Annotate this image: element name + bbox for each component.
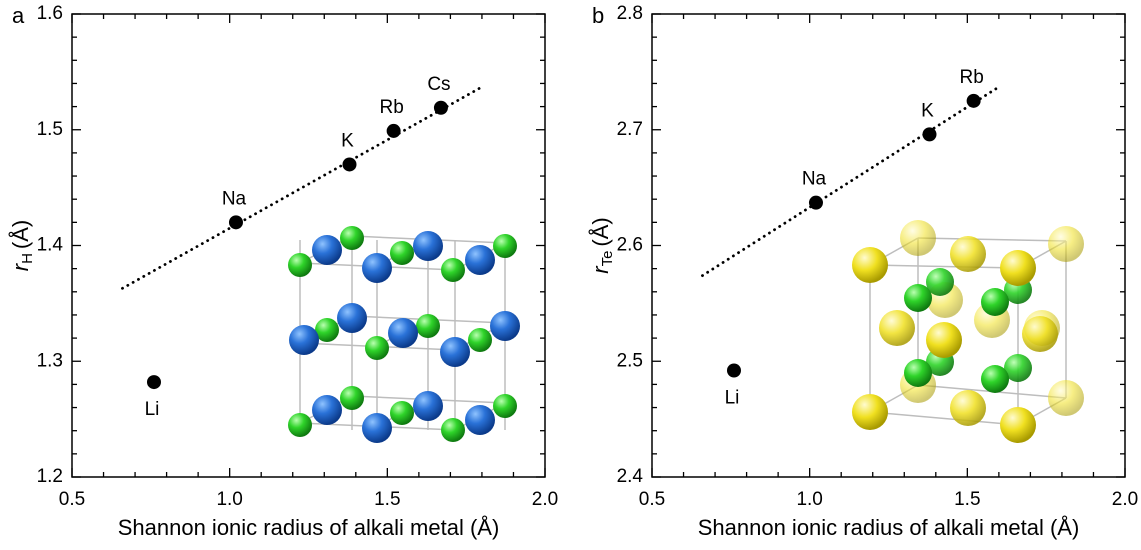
atom: [441, 418, 465, 442]
x-tick-label: 1.0: [796, 489, 822, 510]
atom: [340, 226, 364, 250]
atom: [904, 359, 932, 387]
atom: [288, 253, 312, 277]
atom: [312, 235, 342, 265]
point-label: Rb: [379, 97, 403, 118]
point-label: Rb: [959, 67, 983, 88]
atom: [1048, 226, 1084, 262]
data-point: [342, 157, 356, 171]
atom: [440, 337, 470, 367]
y-tick-label: 2.6: [617, 235, 643, 256]
y-tick-label: 1.3: [37, 350, 63, 371]
atom: [1000, 250, 1036, 286]
x-tick-label: 0.5: [639, 489, 665, 510]
atom: [390, 401, 414, 425]
y-tick-label: 1.4: [37, 235, 64, 256]
atom: [493, 394, 517, 418]
y-axis-title: rTe(Å): [588, 217, 616, 274]
point-label: Na: [222, 188, 247, 209]
data-point: [967, 94, 981, 108]
point-label: Na: [802, 169, 827, 190]
x-tick-label: 1.5: [954, 489, 980, 510]
atom: [981, 365, 1009, 393]
data-point: [727, 364, 741, 378]
atom: [288, 413, 312, 437]
atom: [1048, 380, 1084, 416]
point-label: Li: [725, 388, 740, 409]
atom: [340, 386, 364, 410]
y-tick-label: 1.6: [37, 3, 63, 24]
y-tick-label: 2.7: [617, 119, 643, 140]
point-label: Cs: [427, 74, 450, 95]
atom: [981, 288, 1009, 316]
x-tick-label: 0.5: [59, 489, 85, 510]
atom: [413, 231, 443, 261]
atom: [413, 391, 443, 421]
atom: [493, 234, 517, 258]
point-label: K: [341, 130, 354, 151]
point-label: K: [921, 100, 934, 121]
atom: [337, 303, 367, 333]
atom: [1000, 407, 1036, 443]
y-tick-label: 2.4: [617, 466, 644, 487]
y-tick-label: 2.8: [617, 3, 643, 24]
x-tick-label: 1.5: [374, 489, 400, 510]
atom: [950, 390, 986, 426]
atom: [904, 284, 932, 312]
atom: [362, 413, 392, 443]
crystal-inset: [852, 220, 1084, 443]
y-axis-unit: (Å): [588, 217, 613, 246]
atom: [312, 395, 342, 425]
atom: [1022, 316, 1058, 352]
y-axis-title: rH(Å): [8, 220, 36, 272]
data-point: [147, 375, 161, 389]
x-tick-label: 1.0: [216, 489, 242, 510]
atom: [390, 241, 414, 265]
x-tick-label: 2.0: [1112, 489, 1138, 510]
x-tick-label: 2.0: [532, 489, 558, 510]
y-axis-unit: (Å): [8, 220, 33, 249]
data-point: [229, 215, 243, 229]
data-point: [809, 196, 823, 210]
y-tick-label: 2.5: [617, 350, 643, 371]
y-axis-subscript: Te: [599, 251, 616, 267]
atom: [416, 314, 440, 338]
bond: [870, 412, 1018, 425]
panel-label: a: [12, 3, 25, 28]
data-point: [387, 124, 401, 138]
data-point: [922, 127, 936, 141]
crystal-inset: [288, 226, 520, 443]
atom: [465, 405, 495, 435]
point-label: Li: [145, 399, 160, 420]
atom: [879, 310, 915, 346]
atom: [852, 247, 888, 283]
atom: [468, 328, 492, 352]
atom: [362, 253, 392, 283]
bond: [870, 265, 1018, 268]
panel-label: b: [592, 3, 604, 28]
y-tick-label: 1.2: [37, 466, 63, 487]
x-axis-title: Shannon ionic radius of alkali metal (Å): [698, 515, 1080, 540]
atom: [852, 394, 888, 430]
figure: 0.5 1.0 1.5 2.0 1.2 1.3 1.4 1.5 1.6 a Shannon ioni…: [0, 0, 1141, 550]
atom: [900, 220, 936, 256]
atom: [950, 236, 986, 272]
atom: [441, 258, 465, 282]
atom: [365, 336, 389, 360]
y-axis-subscript: H: [19, 253, 36, 264]
x-axis-title: Shannon ionic radius of alkali metal (Å): [118, 515, 500, 540]
data-point: [434, 101, 448, 115]
atom: [490, 311, 520, 341]
bond: [918, 238, 1066, 241]
atom: [289, 325, 319, 355]
atom: [465, 245, 495, 275]
y-tick-label: 1.5: [37, 119, 63, 140]
atom: [388, 318, 418, 348]
atom: [926, 322, 962, 358]
